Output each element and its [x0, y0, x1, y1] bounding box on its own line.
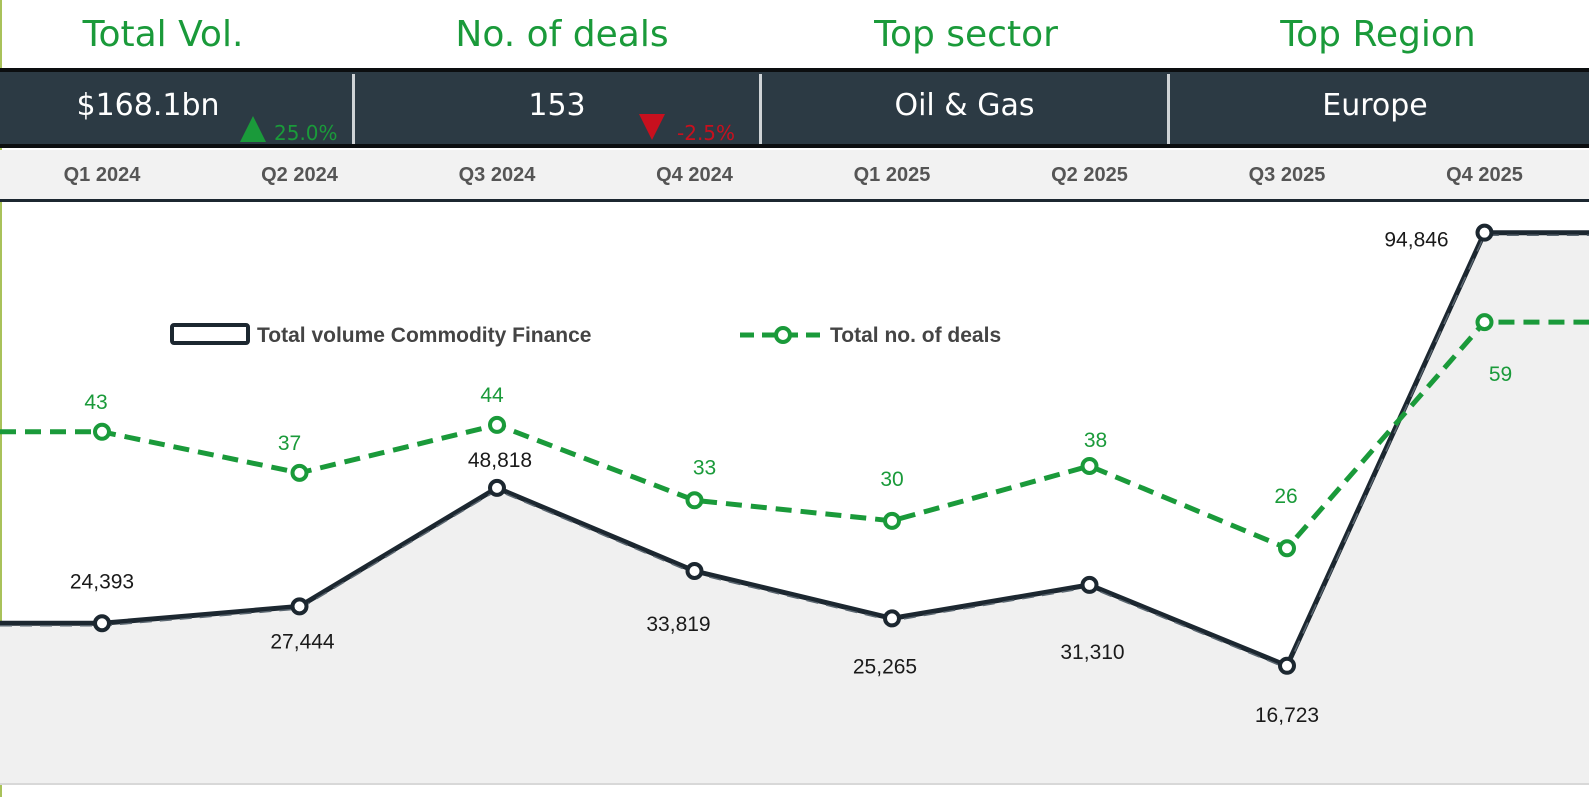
- triangle-down-icon: [639, 114, 665, 140]
- quarter-label: Q4 2025: [1446, 164, 1523, 186]
- kpi-divider: [759, 74, 762, 144]
- kpi-title-top-sector: Top sector: [874, 14, 1058, 55]
- deals-data-label: 44: [480, 384, 504, 407]
- legend-swatch-volume: [170, 323, 250, 345]
- triangle-up-icon: [240, 116, 266, 142]
- deals-data-label: 33: [693, 456, 716, 479]
- kpi-title-top-region: Top Region: [1280, 14, 1476, 55]
- volume-data-label: 25,265: [853, 655, 917, 678]
- deals-point-marker: [1278, 539, 1296, 558]
- legend-label-deals: Total no. of deals: [830, 324, 1001, 347]
- deals-data-label: 37: [278, 432, 301, 455]
- kpi-card-number-of-deals: 153 -2.5%: [355, 72, 759, 144]
- kpi-titles-row: Total Vol. No. of deals Top sector Top R…: [0, 0, 1589, 68]
- volume-data-label: 16,723: [1255, 704, 1319, 727]
- volume-point-marker: [93, 614, 111, 633]
- kpi-value-number-of-deals: 153: [528, 88, 586, 123]
- deals-point-marker: [290, 463, 309, 482]
- volume-point-marker: [1080, 575, 1099, 594]
- kpi-divider: [1167, 74, 1170, 144]
- kpi-value-total-volume: $168.1bn: [76, 88, 220, 123]
- quarter-label: Q3 2024: [458, 164, 536, 186]
- volume-point-marker: [883, 609, 901, 628]
- deals-point-marker: [1475, 313, 1494, 332]
- volume-point-marker: [685, 562, 704, 581]
- kpi-title-number-of-deals: No. of deals: [455, 14, 669, 55]
- deals-series-line: [0, 319, 1589, 552]
- deals-data-label: 59: [1489, 363, 1512, 386]
- volume-point-marker: [488, 478, 506, 497]
- legend-label-volume: Total volume Commodity Finance: [257, 324, 591, 347]
- volume-series-dash-overlay: [0, 234, 1589, 670]
- volume-area-fill: [0, 232, 1589, 783]
- quarter-label: Q1 2024: [63, 164, 141, 186]
- quarter-label: Q2 2025: [1051, 164, 1128, 186]
- deals-point-marker: [883, 511, 901, 530]
- deals-point-marker: [1080, 457, 1099, 476]
- deals-point-marker: [93, 422, 111, 441]
- volume-data-label: 94,846: [1384, 229, 1448, 252]
- volume-point-marker: [290, 597, 309, 616]
- volume-series-line: [0, 230, 1589, 669]
- quarter-label: Q4 2024: [656, 164, 733, 186]
- volume-data-label: 27,444: [270, 630, 335, 653]
- kpi-title-total-volume: Total Vol.: [82, 14, 244, 55]
- deals-data-label: 26: [1274, 485, 1297, 508]
- quarter-label: Q2 2024: [261, 164, 338, 186]
- chart-legend: Total volume Commodity Finance Total no.…: [170, 323, 1001, 347]
- chart-bottom-border: [0, 783, 1589, 785]
- quarter-label: Q1 2025: [853, 164, 931, 186]
- kpi-values-bar: $168.1bn 25.0% 153 -2.5% Oil & Gas Europ…: [0, 68, 1589, 148]
- volume-point-marker: [1278, 656, 1296, 675]
- volume-data-label: 24,393: [70, 570, 134, 593]
- deals-point-marker: [488, 415, 506, 434]
- volume-data-label: 31,310: [1060, 641, 1124, 664]
- quarter-axis-band: Q1 2024 Q2 2024 Q3 2024 Q4 2024 Q1 2025 Q2 20…: [0, 150, 1589, 202]
- kpi-card-top-sector: Oil & Gas: [762, 72, 1167, 144]
- kpi-delta-total-volume: 25.0%: [274, 121, 338, 145]
- deals-point-marker: [685, 491, 704, 510]
- volume-data-label: 48,818: [468, 449, 532, 472]
- deals-data-label: 43: [84, 391, 107, 414]
- kpi-value-top-region: Europe: [1322, 88, 1428, 123]
- volume-data-label: 33,819: [646, 613, 710, 636]
- volume-point-marker: [1475, 223, 1494, 242]
- kpi-card-total-volume: $168.1bn 25.0%: [0, 72, 352, 144]
- quarter-label: Q3 2025: [1248, 164, 1326, 186]
- deals-data-label: 38: [1084, 429, 1107, 452]
- kpi-delta-number-of-deals: -2.5%: [677, 121, 736, 145]
- left-accent-bar: [0, 0, 2, 797]
- kpi-card-top-region: Europe: [1170, 72, 1580, 144]
- kpi-divider: [352, 74, 355, 144]
- legend-marker-deals: [774, 326, 792, 344]
- kpi-value-top-sector: Oil & Gas: [894, 88, 1035, 123]
- deals-data-label: 30: [880, 468, 903, 491]
